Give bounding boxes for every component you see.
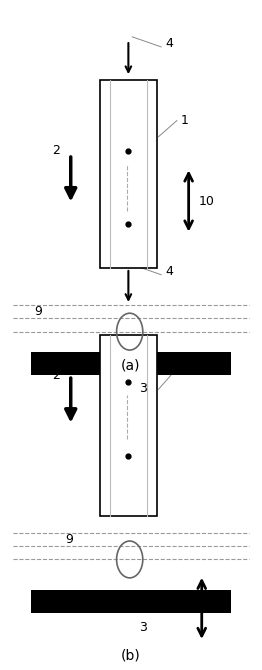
Text: 4: 4 (165, 265, 173, 278)
Bar (31, 590, 231, 613)
Text: 2: 2 (52, 144, 60, 157)
Text: 1: 1 (181, 362, 189, 375)
Text: 10: 10 (199, 194, 215, 208)
Text: 10: 10 (210, 602, 226, 615)
Bar (100, 80, 157, 268)
Bar (31, 352, 231, 375)
Bar (100, 335, 157, 516)
Text: (a): (a) (121, 358, 141, 372)
Text: 2: 2 (52, 369, 60, 382)
Text: 3: 3 (139, 382, 147, 395)
Text: 3: 3 (139, 621, 147, 634)
Text: 1: 1 (181, 114, 189, 127)
Text: (b): (b) (121, 649, 141, 662)
Text: 9: 9 (66, 533, 73, 546)
Text: 4: 4 (165, 37, 173, 50)
Text: 9: 9 (34, 305, 42, 318)
